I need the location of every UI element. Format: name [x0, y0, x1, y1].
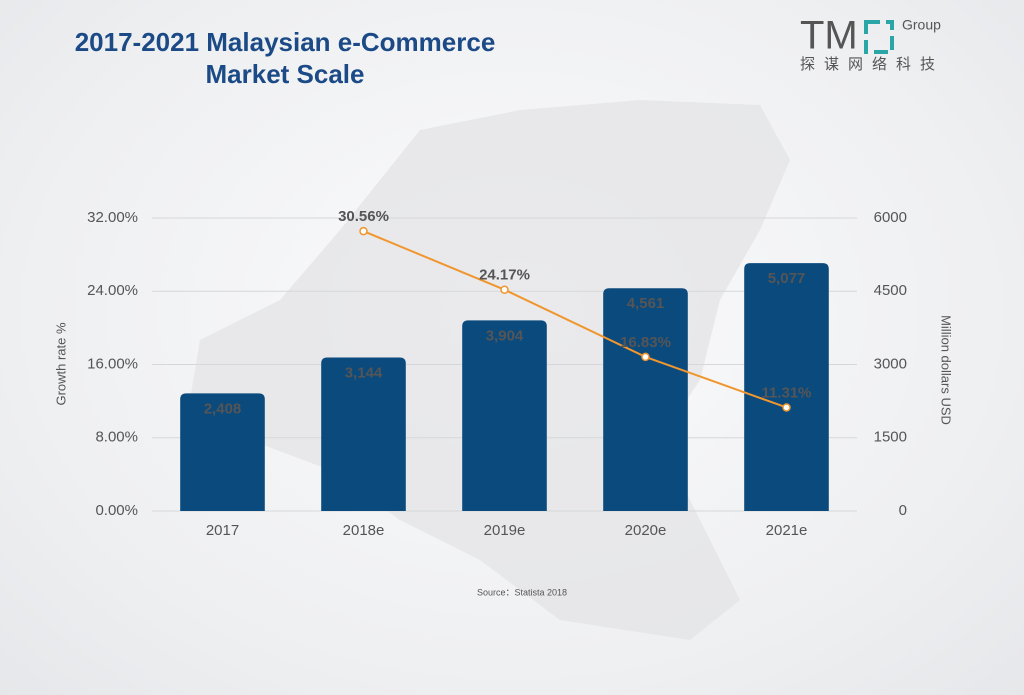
- y-tick-label: 16.00%: [87, 355, 138, 372]
- line-value-label: 16.83%: [620, 334, 671, 351]
- y-axis-label: Growth rate %: [53, 322, 68, 406]
- line-value-label: 24.17%: [479, 267, 530, 284]
- logo-name: TM: [800, 14, 858, 58]
- line-point: [359, 226, 368, 236]
- chart-title: 2017-2021 Malaysian e-Commerce Market Sc…: [74, 27, 496, 89]
- y2-tick-label: 0: [899, 502, 907, 519]
- x-tick-label: 2018e: [343, 522, 385, 539]
- y-tick-label: 8.00%: [95, 429, 138, 446]
- line-point: [782, 403, 791, 412]
- bar: [744, 263, 829, 511]
- bar-value-label: 3,904: [486, 327, 524, 344]
- x-tick-label: 2019e: [484, 522, 526, 539]
- line-point: [500, 285, 509, 294]
- y2-tick-label: 1500: [874, 429, 907, 446]
- x-tick-label: 2020e: [625, 522, 667, 539]
- logo-tagline: 探谋网络科技: [800, 56, 944, 73]
- bar-value-label: 4,561: [627, 295, 665, 312]
- line-value-label: 11.31%: [761, 384, 811, 401]
- line-point: [641, 352, 650, 362]
- logo-mark: [864, 20, 894, 54]
- x-tick-label: 2021e: [766, 522, 808, 539]
- x-tick-label: 2017: [206, 522, 239, 539]
- logo-group: Group: [902, 17, 941, 33]
- bar-value-label: 5,077: [768, 270, 806, 287]
- bar: [603, 288, 688, 511]
- line: [363, 230, 787, 409]
- y2-tick-label: 3000: [874, 355, 907, 372]
- y2-tick-label: 4500: [874, 282, 907, 299]
- y2-tick-label: 6000: [874, 209, 907, 226]
- bar: [462, 320, 547, 511]
- bar-value-label: 2,408: [204, 400, 242, 417]
- y-tick-label: 32.00%: [87, 209, 138, 226]
- bar: [180, 393, 265, 511]
- source: Source：Statista 2018: [477, 587, 567, 597]
- y-tick-label: 0.00%: [95, 502, 138, 519]
- y2-axis-label: Million dollars USD: [939, 315, 954, 425]
- bar: [321, 357, 406, 511]
- line-value-label: 30.56%: [338, 208, 389, 225]
- y-tick-label: 24.00%: [87, 282, 138, 299]
- bar-value-label: 3,144: [345, 364, 383, 381]
